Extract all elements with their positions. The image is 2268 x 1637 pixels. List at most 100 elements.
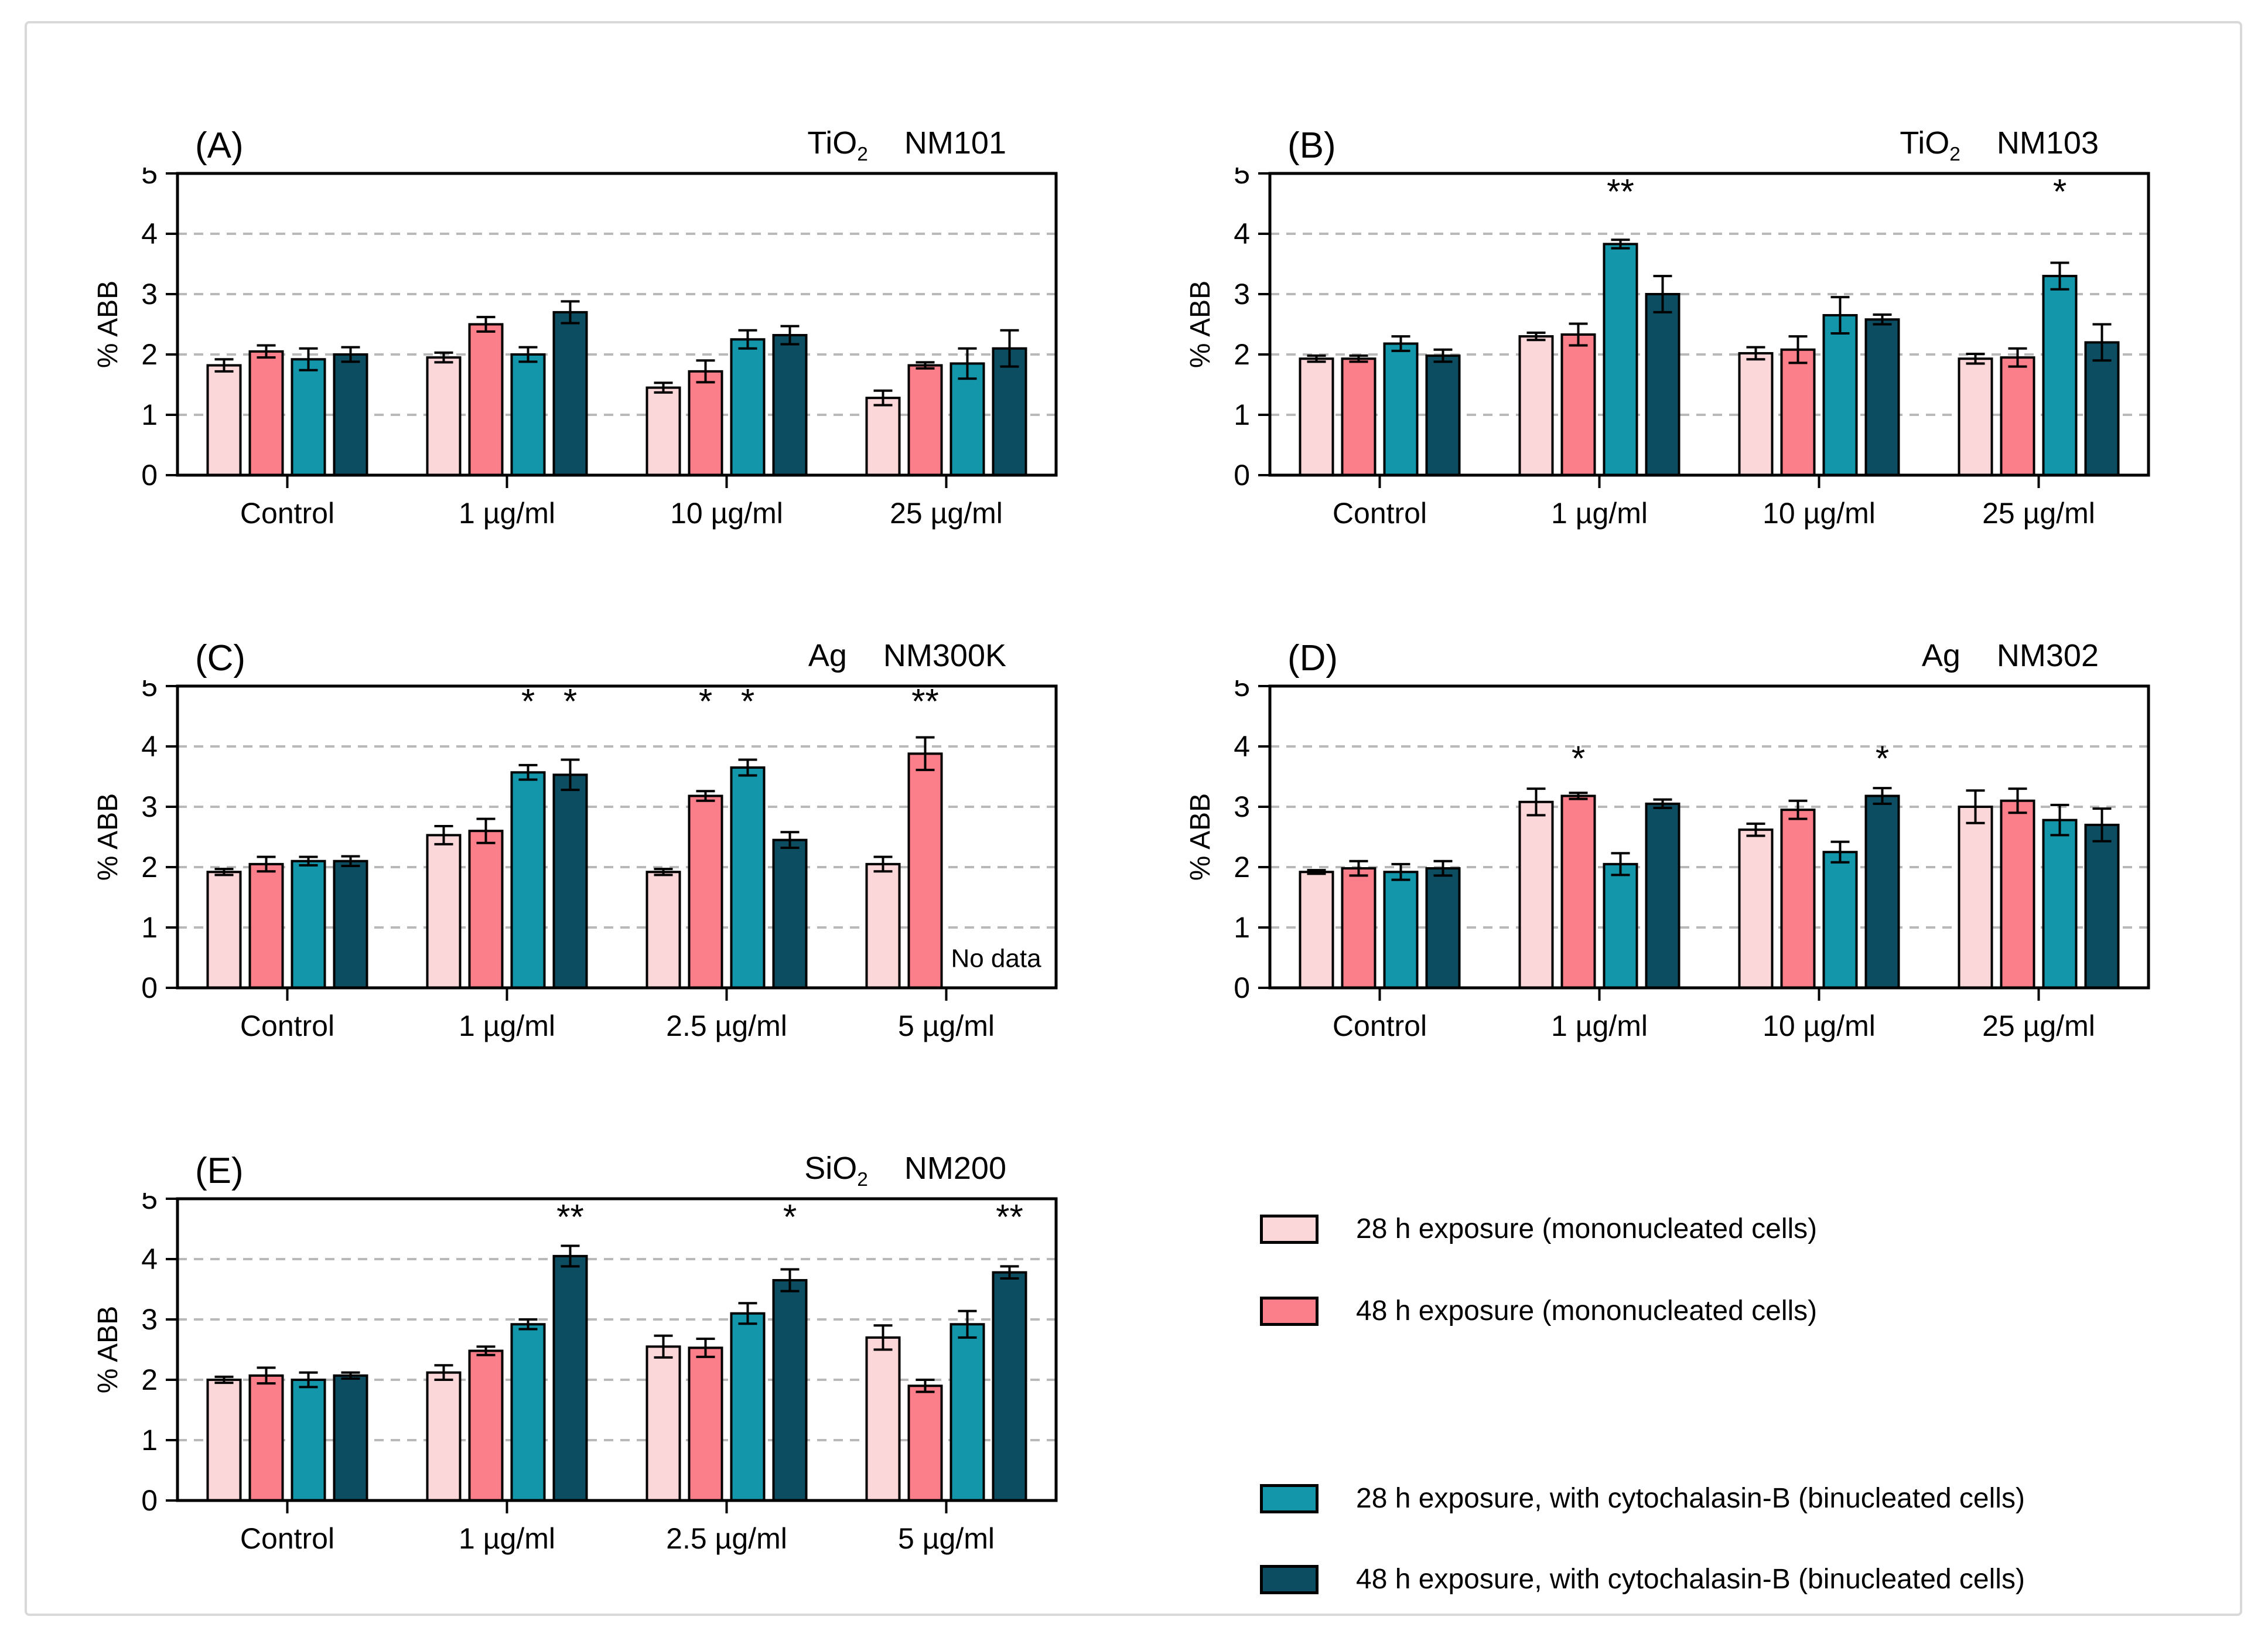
y-tick-label: 2 bbox=[1234, 851, 1250, 884]
plot-frame bbox=[1268, 684, 2150, 990]
x-tick-label: 10 µg/ml bbox=[670, 497, 783, 530]
y-axis-title: % ABB bbox=[93, 793, 124, 881]
bar bbox=[2000, 356, 2035, 476]
bar bbox=[1425, 867, 1461, 989]
bar bbox=[1383, 342, 1419, 476]
x-tick-label: 1 µg/ml bbox=[1551, 497, 1648, 530]
y-tick-label: 5 bbox=[1234, 680, 1250, 702]
bar bbox=[510, 1323, 546, 1502]
y-tick-label: 0 bbox=[141, 1484, 158, 1517]
bar bbox=[2084, 823, 2120, 989]
x-tick-label: Control bbox=[240, 1522, 334, 1555]
x-tick-label: 25 µg/ml bbox=[890, 497, 1003, 530]
x-tick-label: 1 µg/ml bbox=[1551, 1010, 1648, 1042]
bar bbox=[992, 1271, 1027, 1502]
panel-b-plot: 0 1 2 3 4 5 Control 1 µg/ml 10 µg/ml 25 µg/ml % AB… bbox=[1185, 168, 2150, 530]
x-tick-label: 10 µg/ml bbox=[1763, 1010, 1876, 1042]
bar bbox=[688, 1346, 723, 1502]
bar bbox=[248, 862, 284, 989]
bar bbox=[1822, 851, 1858, 989]
x-tick-label: Control bbox=[240, 497, 334, 530]
panel-e-title: SiO2 NM200 bbox=[804, 1152, 1006, 1189]
significance-marker: * bbox=[741, 681, 754, 721]
bar bbox=[291, 860, 326, 990]
material-subscript: 2 bbox=[857, 143, 868, 165]
bar bbox=[949, 362, 985, 477]
x-tick-label: 5 µg/ml bbox=[898, 1522, 995, 1555]
plot-frame bbox=[176, 172, 1058, 477]
y-tick-label: 2 bbox=[141, 851, 158, 884]
bar bbox=[206, 871, 242, 989]
bar bbox=[907, 1384, 943, 1502]
bar bbox=[291, 1379, 326, 1502]
x-tick-label: 5 µg/ml bbox=[898, 1010, 995, 1042]
bar bbox=[333, 1374, 368, 1502]
panel-c-title: Ag NM300K bbox=[808, 640, 1006, 677]
bar bbox=[907, 752, 943, 990]
material-name: TiO bbox=[807, 125, 858, 161]
bar bbox=[1603, 243, 1638, 476]
y-tick-label: 1 bbox=[141, 398, 158, 431]
y-tick-label: 4 bbox=[141, 730, 158, 763]
y-tick-label: 2 bbox=[141, 338, 158, 371]
significance-marker: ** bbox=[911, 681, 939, 721]
panel-e-header: (E) SiO2 NM200 bbox=[87, 1105, 1094, 1193]
bar bbox=[1560, 794, 1596, 990]
significance-marker: * bbox=[1876, 739, 1889, 778]
y-tick-label: 0 bbox=[141, 971, 158, 1004]
plot-frame bbox=[1268, 172, 2150, 477]
material-name: Ag bbox=[1921, 637, 1960, 673]
x-tick-label: 25 µg/ml bbox=[1982, 1010, 2095, 1042]
y-tick-label: 2 bbox=[1234, 338, 1250, 371]
figure-card: (A) TiO2 NM101 0 1 2 3 4 5 Control 1 µg/ml 10 µg/… bbox=[25, 21, 2242, 1616]
material-name: Ag bbox=[808, 637, 847, 673]
bar bbox=[865, 1336, 901, 1502]
bar bbox=[1738, 828, 1774, 989]
y-tick-label: 3 bbox=[141, 1303, 158, 1336]
bar bbox=[645, 871, 681, 989]
bar bbox=[1822, 314, 1858, 477]
bar bbox=[1780, 809, 1816, 989]
bar bbox=[1864, 794, 1900, 990]
bar bbox=[1780, 348, 1816, 477]
legend-item-48h-binucleated: 48 h exposure, with cytochalasin-B (binu… bbox=[1260, 1563, 2025, 1595]
y-tick-label: 0 bbox=[1234, 971, 1250, 1004]
bar bbox=[949, 1323, 985, 1502]
x-tick-label: Control bbox=[1333, 497, 1427, 530]
plot-frame bbox=[176, 1197, 1058, 1502]
legend-swatch-28h-bi bbox=[1260, 1483, 1319, 1513]
bar bbox=[552, 1254, 588, 1502]
legend-swatch-48h-mono bbox=[1260, 1296, 1319, 1326]
bar bbox=[426, 1371, 462, 1502]
bar bbox=[730, 766, 766, 990]
bar bbox=[426, 356, 462, 476]
panel-a-title: TiO2 NM101 bbox=[807, 127, 1006, 164]
panel-e-plot: 0 1 2 3 4 5 Control 1 µg/ml 2.5 µg/ml 5 µg/ml % AB… bbox=[93, 1193, 1058, 1555]
bar bbox=[688, 370, 723, 476]
bar bbox=[688, 794, 723, 990]
y-tick-label: 2 bbox=[141, 1363, 158, 1396]
material-code: NM200 bbox=[904, 1150, 1006, 1186]
x-tick-label: 1 µg/ml bbox=[459, 1522, 555, 1555]
panel-b-title: TiO2 NM103 bbox=[1900, 127, 2099, 164]
y-axis-title: % ABB bbox=[1185, 793, 1216, 881]
panel-a-letter: (A) bbox=[195, 125, 244, 166]
y-tick-label: 5 bbox=[1234, 168, 1250, 190]
y-axis-title: % ABB bbox=[93, 281, 124, 368]
bar bbox=[206, 1379, 242, 1502]
y-tick-label: 5 bbox=[141, 1193, 158, 1215]
panel-c-letter: (C) bbox=[195, 638, 246, 678]
panel-c-plot: 0 1 2 3 4 5 Control 1 µg/ml 2.5 µg/ml 5 µg/ml % AB… bbox=[93, 680, 1058, 1042]
panel-a: (A) TiO2 NM101 0 1 2 3 4 5 Control 1 µg/ml 10 µg/… bbox=[87, 80, 1094, 554]
y-tick-label: 1 bbox=[1234, 398, 1250, 431]
no-data-note: No data bbox=[951, 944, 1041, 973]
significance-marker: * bbox=[2053, 172, 2067, 212]
bar bbox=[1864, 318, 1900, 476]
bar bbox=[1958, 357, 1993, 476]
bar bbox=[1958, 806, 1993, 989]
bar bbox=[552, 773, 588, 989]
legend-item-48h-mononucleated: 48 h exposure (mononucleated cells) bbox=[1260, 1295, 1817, 1327]
significance-marker: * bbox=[521, 681, 535, 721]
y-tick-label: 1 bbox=[1234, 911, 1250, 944]
y-tick-label: 4 bbox=[1234, 217, 1250, 250]
